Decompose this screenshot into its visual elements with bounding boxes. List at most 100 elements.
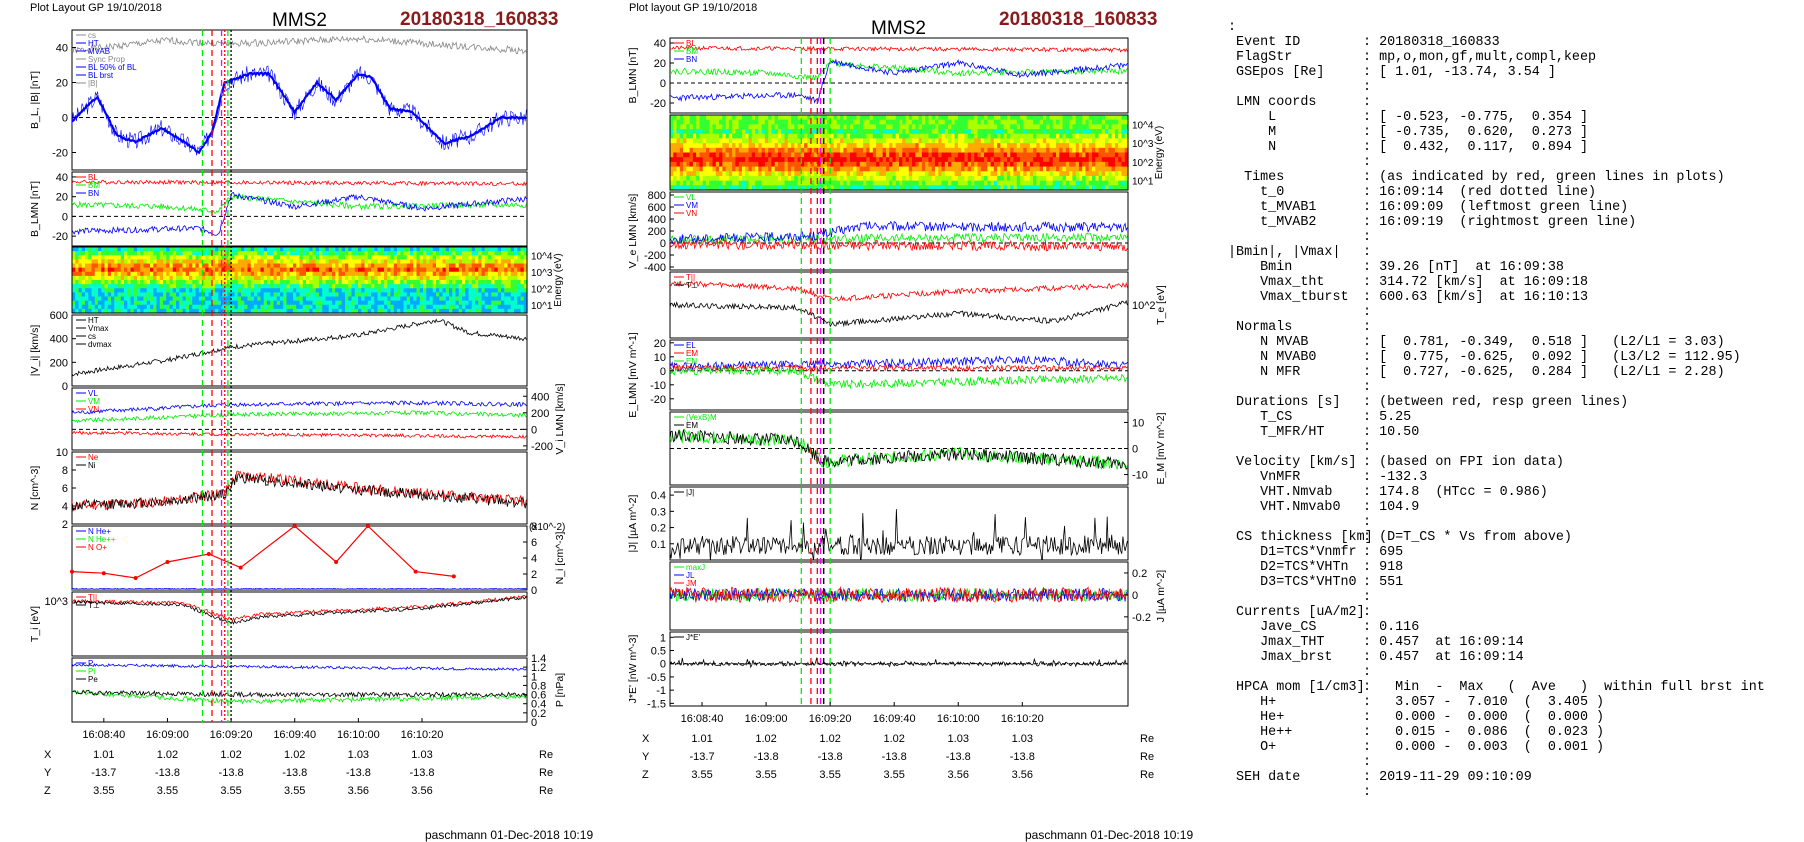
legend-label: dvmax [88, 340, 112, 349]
y-tick-label: 1.4 [531, 653, 546, 665]
axis-note: (x10^-2) [529, 522, 565, 533]
x-tick-label: 16:09:40 [273, 729, 316, 741]
y-tick-label: -200 [531, 441, 553, 453]
info-row: L: [ -0.523, -0.775, 0.354 ] [1228, 110, 1798, 125]
info-key: L [1228, 110, 1363, 125]
ephemeris-value: 3.55 [157, 785, 178, 797]
ephemeris-value: 1.02 [284, 749, 305, 761]
info-row: Bmin: 39.26 [nT] at 16:09:38 [1228, 260, 1798, 275]
y-tick-label: -0.2 [1132, 612, 1151, 624]
info-key: Event ID [1228, 35, 1363, 50]
info-value: : mp,o,mon,gf,mult,compl,keep [1363, 50, 1596, 65]
series-line [72, 473, 526, 510]
ephemeris-value: 3.55 [755, 769, 776, 781]
data-point [452, 574, 456, 578]
event-info-panel: : Event ID: 20180318_160833 FlagStr: mp,… [1228, 20, 1798, 820]
data-point [239, 566, 243, 570]
panel-frame [670, 632, 1128, 706]
y-axis-label: T_i [eV] [29, 606, 41, 642]
info-value: : 314.72 [km/s] at 16:09:18 [1363, 275, 1588, 290]
ephemeris-value: -13.8 [1010, 751, 1035, 763]
y-axis-label: J [µA m^-2] [1155, 570, 1167, 622]
info-row: |Bmin|, |Vmax|: [1228, 245, 1798, 260]
info-key: N MVAB [1228, 335, 1363, 350]
ephemeris-value: -13.8 [946, 751, 971, 763]
ephemeris-value: -13.8 [346, 767, 371, 779]
y-tick-label: 8 [62, 465, 68, 477]
y-tick-label: 0 [62, 381, 68, 393]
ephemeris-value: -13.8 [155, 767, 180, 779]
y-tick-label: 10 [1132, 417, 1144, 429]
y-axis-label: V_i LMN [km/s] [554, 383, 566, 454]
series-line [72, 66, 526, 155]
series-line [670, 430, 1127, 470]
data-point [70, 570, 74, 574]
info-row: N MVAB0: [ 0.775, -0.625, 0.092 ] (L3/L2… [1228, 350, 1798, 365]
y-tick-label: -1 [656, 685, 666, 697]
legend-label: T⊥ [686, 281, 698, 290]
ephemeris-value: -13.8 [818, 751, 843, 763]
y-tick-label: 0 [660, 659, 666, 671]
legend-label: BN [88, 189, 99, 198]
y-tick-label: 2 [531, 569, 537, 581]
y-tick-label: 0.1 [651, 539, 666, 551]
data-point [102, 571, 106, 575]
y-axis-label: J*E' [nW m^-3] [627, 635, 639, 704]
ephemeris-value: 1.02 [220, 749, 241, 761]
x-tick-label: 16:10:00 [337, 729, 380, 741]
ephemeris-unit: Re [539, 785, 553, 797]
info-value: : [1363, 380, 1371, 395]
info-value: : 16:09:14 (red dotted line) [1363, 185, 1596, 200]
info-row: Vmax_tburst: 600.63 [km/s] at 16:10:13 [1228, 290, 1798, 305]
y-tick-label: -20 [52, 148, 68, 160]
y-axis-label: |V_i| [km/s] [29, 325, 41, 377]
ephemeris-unit: Re [1140, 733, 1154, 745]
info-row: t_MVAB1: 16:09:09 (leftmost green line) [1228, 200, 1798, 215]
y-tick-label: 10^4 [531, 251, 553, 262]
y-tick-label: 0 [531, 424, 537, 436]
info-key: N MFR [1228, 365, 1363, 380]
y-axis-label: E_LMN [mV m^-1] [627, 332, 639, 418]
legend-label: |J| [686, 488, 694, 497]
series-line [72, 526, 454, 578]
info-key: N MVAB0 [1228, 350, 1363, 365]
panel-frame [670, 340, 1128, 410]
y-tick-label: 200 [50, 357, 68, 369]
ephemeris-value: 3.56 [948, 769, 969, 781]
y-axis-label: B_L, |B| [nT] [29, 71, 41, 129]
ephemeris-value: 3.56 [348, 785, 369, 797]
x-tick-label: 16:09:20 [210, 729, 253, 741]
info-value: : [ 0.727, -0.625, 0.284 ] (L2/L1 = 2.28… [1363, 365, 1725, 380]
panel-frame [72, 388, 527, 450]
y-tick-label: 10^2 [1132, 158, 1154, 169]
legend-label: Pe [88, 675, 98, 684]
y-tick-label: 1 [660, 632, 666, 644]
ephemeris-unit: Re [539, 767, 553, 779]
ephemeris-value: 3.55 [883, 769, 904, 781]
ephemeris-value: 3.55 [691, 769, 712, 781]
y-axis-label: Energy (eV) [553, 253, 564, 306]
y-tick-label: 0.5 [651, 646, 666, 658]
y-tick-label: 400 [648, 214, 666, 226]
y-tick-label: 0.2 [651, 523, 666, 535]
ephemeris-value: -13.7 [689, 751, 714, 763]
info-key: Vmax_tburst [1228, 290, 1363, 305]
data-point [207, 552, 211, 556]
y-tick-label: 0 [660, 238, 666, 250]
series-line [670, 60, 1127, 103]
mid-footer: paschmann 01-Dec-2018 10:19 [1025, 828, 1193, 842]
y-tick-label: 800 [648, 190, 666, 202]
ephemeris-value: 3.56 [411, 785, 432, 797]
series-line [670, 301, 1127, 326]
y-tick-label: 20 [56, 192, 68, 204]
ephemeris-value: -13.8 [219, 767, 244, 779]
ephemeris-value: 1.03 [411, 749, 432, 761]
data-point [165, 560, 169, 564]
info-key: t_0 [1228, 185, 1363, 200]
info-key: : [1228, 20, 1363, 35]
info-value: : [1363, 80, 1371, 95]
